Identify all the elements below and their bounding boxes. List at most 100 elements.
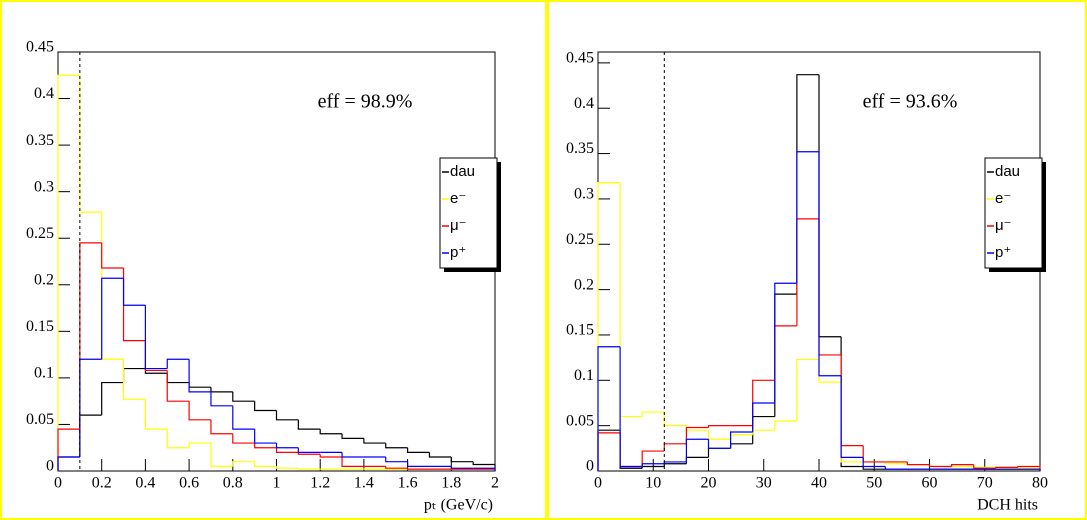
y-tick-label: 0.4 (34, 85, 54, 102)
histogram-bin (57, 456, 80, 471)
histogram-bin (730, 431, 753, 449)
histogram-bin (166, 429, 190, 449)
y-tick-label: 0.1 (574, 367, 594, 384)
legend-label: dau (995, 163, 1020, 180)
histogram-bin (210, 419, 233, 435)
histogram-bin (101, 381, 124, 416)
histogram-bin (752, 402, 775, 433)
histogram-bin (275, 466, 299, 469)
histogram-bin (57, 74, 80, 471)
histogram-bin (101, 277, 124, 360)
histogram-bin (188, 442, 211, 448)
x-tick-label: 2 (491, 475, 499, 492)
histogram-bin (341, 433, 364, 440)
x-tick-label: 0.8 (223, 475, 243, 492)
x-axis-label: DCH hits (977, 497, 1038, 514)
histogram-bin (385, 457, 408, 463)
x-tick-label: 1.8 (441, 475, 461, 492)
histogram-bin (428, 452, 452, 458)
histogram-bin (144, 305, 168, 370)
histogram-bin (319, 454, 343, 458)
y-tick-label: 0.15 (566, 322, 594, 339)
histogram-bin (166, 358, 190, 369)
histogram-bin (928, 464, 952, 468)
x-tick-label: 0 (54, 475, 62, 492)
histogram-bin (774, 282, 797, 403)
histogram-bin (341, 452, 364, 458)
histogram-bin (210, 391, 233, 407)
x-tick-label: 0.2 (92, 475, 112, 492)
histogram-bin (1017, 468, 1041, 471)
y-tick-label: 0.45 (566, 50, 594, 67)
histogram-bin (774, 420, 797, 431)
histogram-bin (254, 461, 277, 467)
histogram-bin (796, 151, 819, 284)
legend-box (439, 157, 498, 269)
histogram-bin (597, 346, 621, 471)
histogram-bin (275, 410, 299, 421)
x-axis-label: pₜ (GeV/c) (424, 497, 493, 514)
histogram-bin (254, 401, 277, 412)
histogram-bin (818, 151, 842, 377)
x-tick-label: 70 (977, 475, 993, 492)
legend-label: p⁺ (995, 244, 1011, 261)
histogram-bin (210, 443, 233, 467)
histogram-bin (297, 452, 321, 455)
histogram-bin (232, 461, 255, 467)
histogram-bin (407, 461, 430, 467)
histogram-bin (166, 370, 190, 402)
y-tick-label: 0.35 (566, 140, 594, 157)
x-tick-label: 60 (922, 475, 938, 492)
histogram-bin (641, 463, 665, 467)
x-tick-label: 80 (1032, 475, 1048, 492)
histogram-bin (450, 457, 474, 463)
histogram-bin (473, 467, 496, 471)
x-tick-label: 1 (273, 475, 281, 492)
x-tick-label: 1.4 (354, 475, 374, 492)
histogram-bin (906, 461, 930, 466)
histogram-bin (385, 443, 408, 449)
histogram-bin (407, 447, 430, 453)
histogram-bin (188, 359, 211, 393)
y-tick-label: 0.3 (574, 186, 594, 203)
x-tick-label: 0.6 (179, 475, 199, 492)
histogram-bin (685, 438, 709, 462)
histogram-bin (995, 466, 1018, 469)
x-tick-label: 1.2 (310, 475, 330, 492)
legend-label: dau (450, 163, 475, 180)
histogram-bin (297, 468, 321, 470)
legend-label: μ⁻ (450, 217, 467, 234)
histogram-bin (862, 457, 886, 468)
x-tick-label: 50 (866, 475, 882, 492)
histogram-bin (641, 411, 665, 417)
legend-label: e⁻ (450, 190, 466, 207)
y-tick-label: 0.25 (26, 225, 54, 242)
y-tick-label: 0.2 (34, 271, 54, 288)
y-tick-label: 0.15 (26, 318, 54, 335)
histogram-bin (275, 443, 299, 449)
y-tick-label: 0.05 (26, 411, 54, 428)
y-tick-label: 0.1 (34, 365, 54, 382)
y-tick-label: 0.3 (34, 178, 54, 195)
histogram-bin (450, 466, 474, 469)
legend-label: e⁻ (995, 190, 1011, 207)
y-tick-label: 0.35 (26, 132, 54, 149)
histogram-bin (884, 466, 908, 470)
plot-frame (57, 51, 496, 472)
y-tick-label: 0.05 (566, 412, 594, 429)
x-tick-label: 20 (701, 475, 717, 492)
histogram-bin (297, 419, 321, 430)
histogram-bin (407, 468, 430, 470)
histogram-bin (297, 447, 321, 453)
y-tick-label: 0.4 (574, 95, 594, 112)
histogram-bin (840, 375, 864, 458)
x-tick-label: 10 (645, 475, 661, 492)
histogram-bin (973, 464, 996, 469)
histogram-bin (254, 429, 277, 444)
histogram-bin (101, 242, 124, 269)
x-tick-label: 30 (756, 475, 772, 492)
histogram-bin (341, 457, 364, 467)
legend-box (984, 157, 1043, 269)
legend-label: p⁺ (450, 244, 466, 261)
